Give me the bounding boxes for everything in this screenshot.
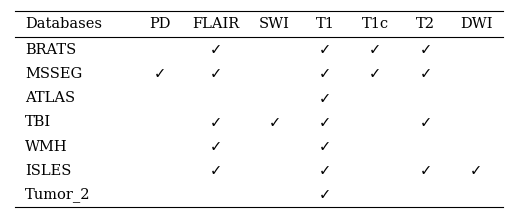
- Text: ✓: ✓: [319, 187, 331, 203]
- Text: SWI: SWI: [259, 17, 290, 31]
- Text: ✓: ✓: [420, 163, 432, 178]
- Text: PD: PD: [149, 17, 170, 31]
- Text: ✓: ✓: [209, 139, 222, 154]
- Text: FLAIR: FLAIR: [192, 17, 239, 31]
- Text: ✓: ✓: [319, 66, 331, 81]
- Text: Tumor_2: Tumor_2: [25, 187, 90, 203]
- Text: ✓: ✓: [319, 90, 331, 106]
- Text: ✓: ✓: [420, 115, 432, 130]
- Text: ✓: ✓: [153, 66, 166, 81]
- Text: ISLES: ISLES: [25, 164, 71, 178]
- Text: TBI: TBI: [25, 115, 51, 129]
- Text: Databases: Databases: [25, 17, 102, 31]
- Text: ✓: ✓: [319, 139, 331, 154]
- Text: BRATS: BRATS: [25, 43, 76, 56]
- Text: ✓: ✓: [420, 66, 432, 81]
- Text: ✓: ✓: [319, 42, 331, 57]
- Text: DWI: DWI: [460, 17, 493, 31]
- Text: ✓: ✓: [319, 115, 331, 130]
- Text: ✓: ✓: [369, 66, 382, 81]
- Text: MSSEG: MSSEG: [25, 67, 82, 81]
- Text: ✓: ✓: [209, 66, 222, 81]
- Text: ✓: ✓: [369, 42, 382, 57]
- Text: T1c: T1c: [362, 17, 389, 31]
- Text: ✓: ✓: [209, 42, 222, 57]
- Text: WMH: WMH: [25, 140, 68, 153]
- Text: ✓: ✓: [268, 115, 280, 130]
- Text: ✓: ✓: [209, 115, 222, 130]
- Text: ATLAS: ATLAS: [25, 91, 75, 105]
- Text: ✓: ✓: [420, 42, 432, 57]
- Text: ✓: ✓: [209, 163, 222, 178]
- Text: ✓: ✓: [319, 163, 331, 178]
- Text: ✓: ✓: [470, 163, 483, 178]
- Text: T2: T2: [417, 17, 435, 31]
- Text: T1: T1: [315, 17, 334, 31]
